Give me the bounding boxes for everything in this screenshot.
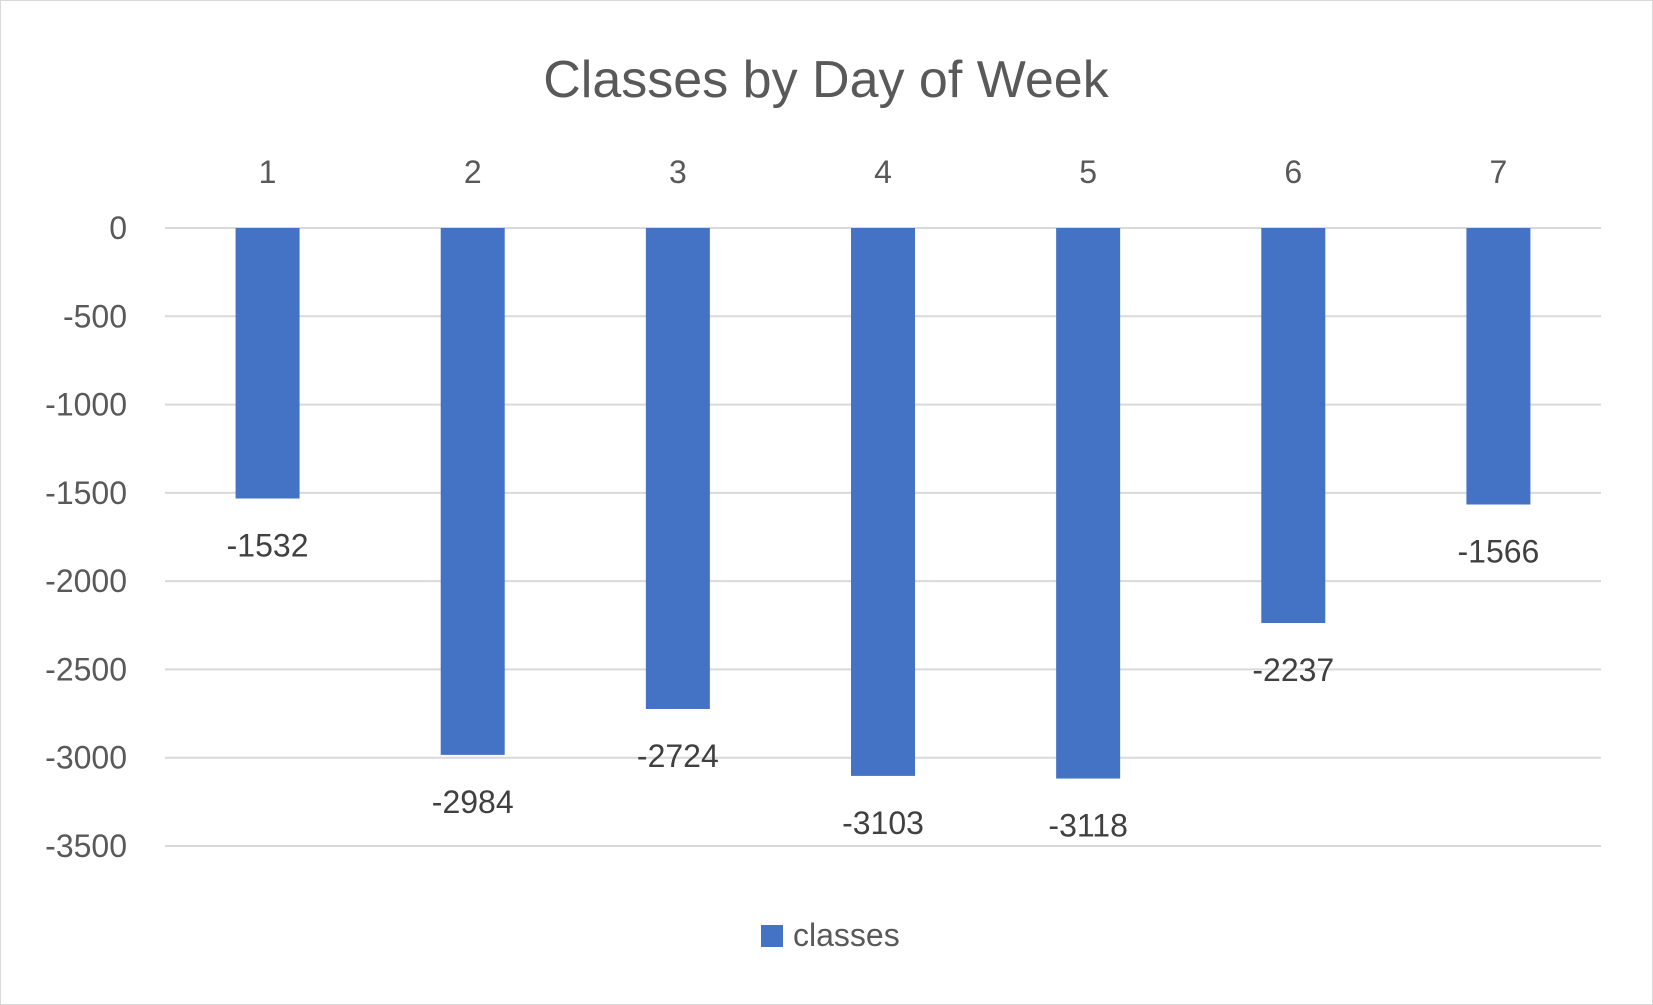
data-label: -3103 (842, 805, 924, 841)
y-tick-label: -2000 (45, 563, 127, 599)
y-tick-label: -1500 (45, 475, 127, 511)
y-tick-label: 0 (109, 210, 127, 246)
bar-day-6 (1261, 228, 1326, 623)
x-axis-tick-labels: 1 2 3 4 5 6 7 (259, 154, 1508, 190)
data-label: -3118 (1048, 808, 1127, 844)
chart-title: Classes by Day of Week (543, 51, 1109, 109)
data-label: -1566 (1458, 534, 1540, 570)
x-tick-label: 2 (464, 154, 482, 190)
data-label: -2237 (1252, 652, 1334, 688)
bar-day-1 (235, 228, 300, 499)
data-label: -2724 (637, 738, 719, 774)
legend: classes (761, 917, 900, 953)
y-tick-label: -1000 (45, 387, 127, 423)
x-tick-label: 3 (669, 154, 687, 190)
x-tick-label: 5 (1079, 154, 1097, 190)
y-tick-label: -500 (63, 298, 127, 334)
y-axis-tick-labels: 0 -500 -1000 -1500 -2000 -2500 -3000 -3500 (45, 210, 127, 864)
bar-day-3 (645, 228, 710, 709)
y-tick-label: -3500 (45, 828, 127, 864)
legend-label-classes: classes (793, 917, 900, 953)
bars (235, 228, 1531, 779)
data-labels: -1532 -2984 -2724 -3103 -3118 -2237 -1566 (227, 528, 1540, 844)
data-label: -2984 (432, 784, 514, 820)
y-tick-label: -2500 (45, 651, 127, 687)
bar-day-7 (1466, 228, 1531, 505)
bar-day-5 (1056, 228, 1121, 779)
bar-day-4 (851, 228, 915, 776)
x-tick-label: 1 (259, 154, 277, 190)
bar-day-2 (440, 228, 505, 755)
x-tick-label: 7 (1490, 154, 1508, 190)
x-tick-label: 4 (874, 154, 892, 190)
legend-swatch (761, 925, 783, 947)
x-tick-label: 6 (1284, 154, 1302, 190)
y-tick-label: -3000 (45, 740, 127, 776)
data-label: -1532 (227, 528, 309, 564)
